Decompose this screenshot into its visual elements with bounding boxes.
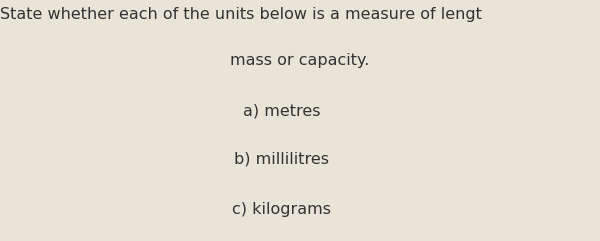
Text: State whether each of the units below is a measure of lengt: State whether each of the units below is…	[0, 7, 482, 22]
Text: a) metres: a) metres	[243, 104, 321, 119]
Text: mass or capacity.: mass or capacity.	[230, 53, 370, 68]
Text: c) kilograms: c) kilograms	[233, 202, 331, 217]
Text: b) millilitres: b) millilitres	[235, 152, 329, 167]
